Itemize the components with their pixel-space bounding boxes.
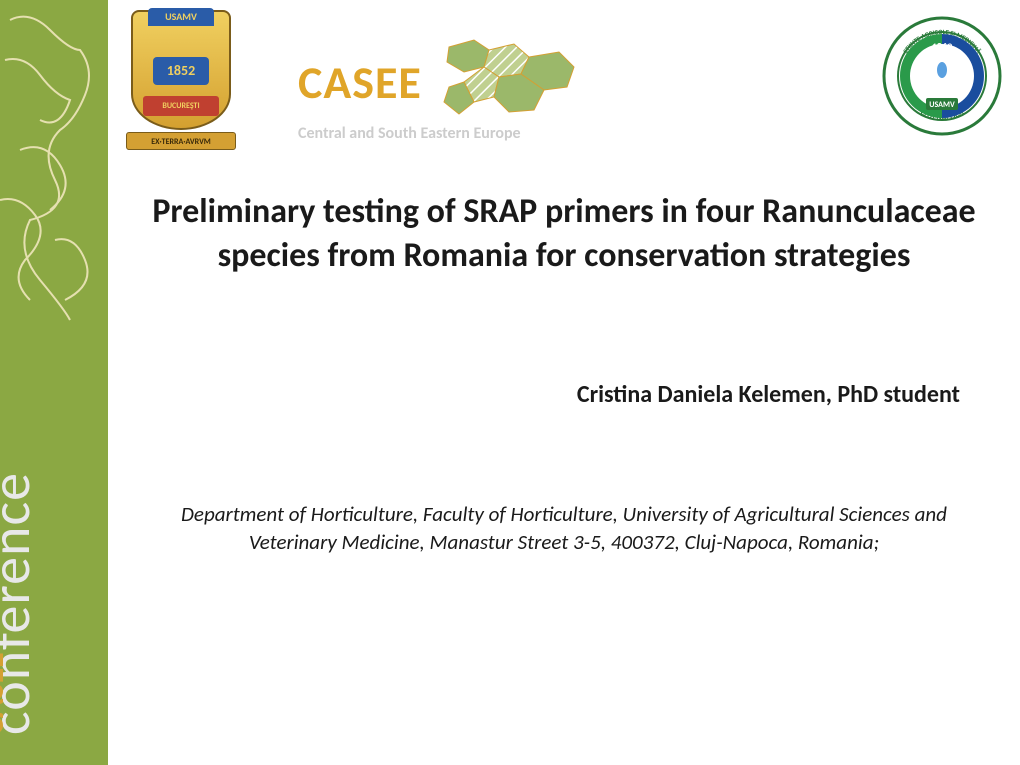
casee-map-icon: [429, 32, 589, 122]
sidebar: conference CASEE: [0, 0, 108, 765]
sidebar-casee-label: CASEE: [0, 652, 12, 735]
usamv-bucharest-logo: USAMV 1852 BUCUREŞTI EX·TERRA·AVRVM: [126, 10, 236, 160]
shield-city: BUCUREŞTI: [143, 96, 219, 116]
author-line: Cristina Daniela Kelemen, PhD student: [108, 380, 960, 409]
casee-logo: CASEE: [298, 38, 748, 143]
affiliation-line: Department of Horticulture, Faculty of H…: [148, 500, 980, 557]
shield-banner: EX·TERRA·AVRVM: [126, 132, 236, 150]
content-area: USAMV 1852 BUCUREŞTI EX·TERRA·AVRVM CASE…: [108, 0, 1020, 765]
cluj-year: 1869: [932, 40, 952, 53]
sidebar-map-decor: [0, 0, 108, 340]
shield-top-text: USAMV: [148, 8, 214, 26]
casee-title: CASEE: [298, 55, 422, 111]
shield-icon: USAMV 1852 BUCUREŞTI: [131, 10, 231, 130]
shield-year: 1852: [153, 57, 209, 85]
cluj-label: USAMV: [929, 100, 955, 110]
usamv-cluj-logo: ŞTIINŢE AGRICOLE ŞI MEDICINĂ CLUJ-NAPOCA…: [882, 16, 1002, 136]
page-title: Preliminary testing of SRAP primers in f…: [148, 190, 980, 278]
logo-row: USAMV 1852 BUCUREŞTI EX·TERRA·AVRVM CASE…: [108, 10, 1020, 160]
